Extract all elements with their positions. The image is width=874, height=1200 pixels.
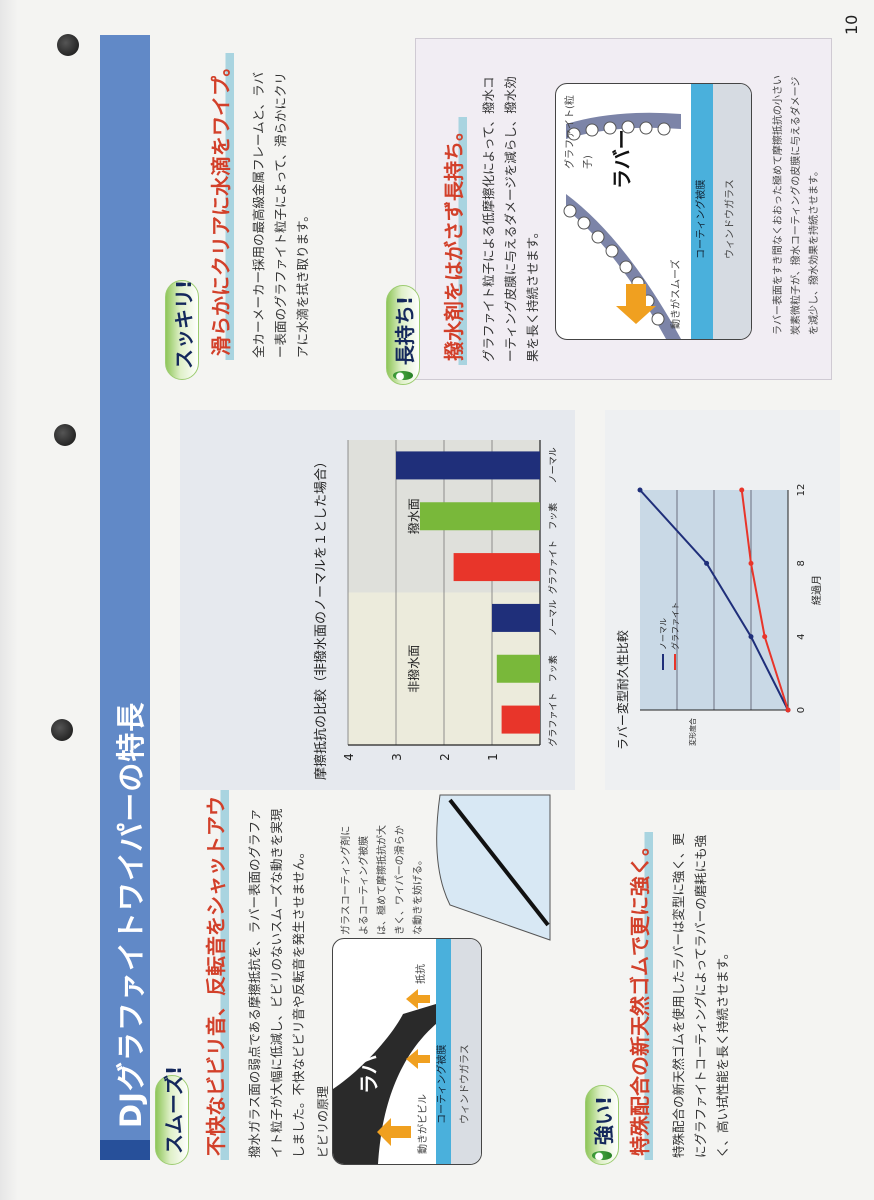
friction-chart-panel: 摩擦抵抗の比較（非撥水面のノーマルを１とした場合） 1 2 3 4 非撥水面 撥水面グラファ… (180, 410, 575, 790)
series-line (740, 489, 789, 711)
resistance-arrow-icon (406, 989, 430, 1009)
x-axis-label: 経過月 (810, 575, 823, 605)
clear-body: 全カーメーカー採用の最高級金属フレームと、ラバー表面のグラファイト粒子によって、… (251, 71, 310, 358)
bar (420, 502, 540, 531)
data-point (739, 487, 745, 493)
badge-label: スッキリ! (171, 279, 196, 369)
group-label: 撥水面 (406, 498, 421, 534)
bar (453, 553, 541, 582)
wiper-blade (448, 798, 550, 927)
legend-label: ノーマル (659, 618, 668, 650)
strong-badge: 強い! (585, 1085, 619, 1165)
lasting-diagram: ラバー グラファイト(粒子) 動きがスムーズ コーティング被膜 ウィンドウガラス (555, 83, 752, 340)
y-tick-label: 1 (486, 753, 500, 761)
rubber-label: ラバー (610, 129, 634, 189)
coating-layer (436, 939, 451, 1164)
data-point (748, 634, 754, 640)
badge-label: 強い! (591, 1096, 616, 1146)
coating-label: コーティング被膜 (437, 1044, 448, 1124)
binder-hole (54, 424, 76, 446)
binder-hole (51, 719, 73, 741)
badge-label: スムーズ! (161, 1065, 186, 1154)
y-tick-label: 4 (342, 753, 356, 761)
graphite-particles (563, 120, 671, 326)
motion-arrow-icon (377, 1118, 411, 1146)
friction-bar-chart: 摩擦抵抗の比較（非撥水面のノーマルを１とした場合） 1 2 3 4 非撥水面 撥水面グラファ… (313, 440, 559, 780)
x-tick-label: 12 (796, 484, 807, 497)
chart-title: ラバー変型耐久性比較 (615, 630, 630, 750)
data-point (748, 560, 754, 566)
clear-heading: 滑らかにクリアに水滴をワイプ。 (205, 52, 234, 360)
lasting-badge: 長持ち! (386, 285, 420, 385)
bullet-icon (393, 371, 413, 380)
windshield-shape (436, 794, 551, 941)
wiper-blade-illustration (436, 794, 551, 941)
data-point (762, 634, 768, 640)
durability-chart-panel: ラバー変型耐久性比較 0 4 8 12 経過月変形度合 ノーマル グラファイト (605, 410, 840, 790)
strong-body: 特殊配合の新天然ゴムを使用したラバーは変型に強く、更にグラファイトコーティングに… (671, 833, 730, 1158)
motion-label: 動きがスムーズ (671, 259, 682, 330)
lasting-caption: ラバー表面をすき間なくおおった極めて摩擦抵抗の小さい炭素微粒子が、撥水コーティン… (773, 75, 820, 335)
judder-illustration (333, 939, 482, 1164)
diagram-label: ビビリの原理 (316, 1085, 330, 1158)
clear-badge: スッキリ! (165, 280, 199, 380)
page-number: 10 (842, 14, 861, 35)
graphite-illustration (563, 84, 752, 339)
smooth-heading: 不快なビビリ音、反転音をシャットアウト。 (200, 752, 229, 1160)
data-point (637, 487, 643, 493)
group-label: 非撥水面 (406, 645, 421, 693)
motion-arrow-icon (616, 284, 656, 324)
resistance-label: 抵抗 (416, 964, 427, 984)
bullet-icon (592, 1151, 612, 1160)
strong-heading: 特殊配合の新天然ゴムで更に強く。 (624, 832, 653, 1160)
coating-layer (691, 84, 713, 339)
smooth-badge: スムーズ! (155, 1066, 189, 1165)
x-tick-label: 4 (796, 633, 807, 639)
lasting-body: グラファイト粒子による低摩擦化によって、撥水コーティング皮膜に与えるダメージを減… (481, 76, 540, 362)
binder-hole (57, 34, 79, 56)
bar (501, 705, 541, 734)
badge-label: 長持ち! (392, 296, 417, 366)
category-label: グラファイト (547, 693, 559, 747)
page-edge (0, 0, 18, 1200)
page-title: DJグラファイトワイパーの特長 (114, 701, 148, 1128)
category-label: フッ素 (547, 503, 559, 530)
x-tick-label: 0 (796, 707, 807, 713)
legend-label: グラファイト (670, 602, 680, 650)
motion-label: 動きがビビル (418, 1094, 429, 1154)
resistance-arrow-icon (406, 1049, 430, 1069)
rubber-label: ラバー (357, 1034, 381, 1094)
y-tick-label: 3 (390, 753, 404, 761)
title-bar-accent (100, 1140, 150, 1160)
x-tick-label: 8 (796, 560, 807, 566)
coating-label: コーティング被膜 (696, 179, 707, 259)
chart-title: 摩擦抵抗の比較（非撥水面のノーマルを１とした場合） (313, 455, 329, 780)
bar (496, 654, 540, 683)
title-bar: DJグラファイトワイパーの特長 (100, 35, 150, 1160)
series-line (639, 489, 789, 711)
bar (396, 451, 540, 480)
particle-label: グラファイト(粒子) (565, 95, 594, 169)
data-point (785, 707, 791, 713)
category-label: ノーマル (549, 447, 559, 483)
lasting-heading: 撥水剤をはがさず長持ち。 (438, 117, 467, 365)
glass-label: ウィンドウガラス (460, 1044, 471, 1124)
category-label: ノーマル (549, 600, 559, 636)
data-point (704, 560, 710, 566)
y-axis-label: 変形度合 (688, 718, 697, 746)
judder-diagram: ラバー 抵抗 動きがビビル コーティング被膜 ウィンドウガラス (332, 938, 482, 1165)
category-label: フッ素 (547, 655, 559, 682)
glass-layer (713, 84, 752, 339)
smooth-body: 撥水ガラス面の弱点である摩擦抵抗を、ラバー表面のグラファイト粒子が大幅に低減し、… (247, 808, 306, 1158)
y-tick-label: 2 (438, 753, 452, 761)
glass-layer (451, 939, 482, 1164)
category-label: グラファイト (547, 540, 559, 594)
glass-label: ウィンドウガラス (725, 179, 736, 259)
bar (492, 603, 540, 632)
callout-text: ガラスコーティング剤によるコーティング被膜は、極めて摩擦抵抗が大きく、ワイパーの… (341, 825, 424, 935)
rubber-shape (333, 1004, 436, 1164)
